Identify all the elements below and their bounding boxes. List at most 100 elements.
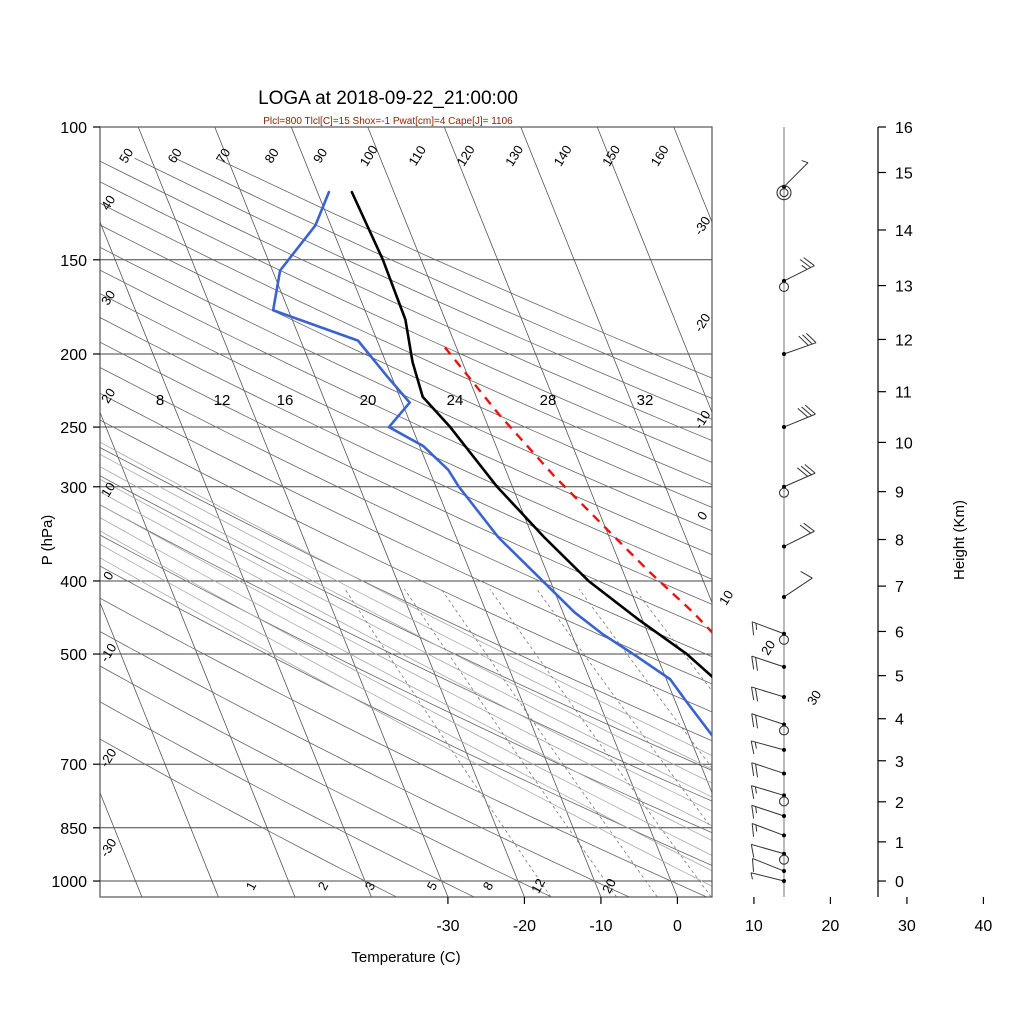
dry-adiabat — [100, 504, 712, 802]
dry-adiabat-label-top: 160 — [648, 142, 672, 168]
moist-adiabat-label: 32 — [637, 392, 654, 409]
wind-barb — [751, 857, 786, 874]
dry-adiabat-label-top: 90 — [310, 146, 330, 166]
pressure-tick-label: 150 — [60, 253, 87, 270]
dry-adiabat — [100, 565, 712, 866]
wind-barb — [778, 464, 816, 498]
grid-layer — [0, 127, 1024, 897]
dry-adiabat — [100, 181, 712, 463]
isotherm — [596, 127, 712, 414]
isotherm — [443, 127, 712, 794]
dry-adiabat — [100, 447, 712, 742]
wind-barb — [750, 872, 786, 884]
wind-barb — [751, 762, 786, 778]
wind-barb — [782, 332, 817, 356]
wind-ring — [776, 185, 792, 201]
mixing-ratio-line — [489, 588, 712, 897]
chart-title: LOGA at 2018-09-22_21:00:00 — [258, 88, 518, 109]
isotherm-label-right: 30 — [804, 688, 824, 708]
wind-barb — [782, 570, 813, 599]
moist-adiabat — [100, 453, 712, 770]
dry-adiabat — [100, 317, 712, 605]
pressure-tick-label: 300 — [60, 480, 87, 497]
height-tick-label: 4 — [895, 712, 904, 729]
mixing-ratio-line — [440, 588, 658, 897]
height-tick-label: 13 — [895, 279, 913, 296]
moist-adiabat-label: 16 — [277, 392, 294, 409]
x-axis-label: Temperature (C) — [351, 949, 460, 966]
isotherm — [367, 127, 678, 897]
dry-adiabat-label-top: 110 — [405, 143, 429, 169]
height-tick-label: 6 — [895, 624, 904, 641]
dry-adiabat-label-top: 50 — [116, 146, 136, 166]
mixing-ratio-label: 12 — [528, 876, 548, 896]
height-tick-label: 1 — [895, 835, 904, 852]
wind-barb — [751, 804, 786, 819]
pressure-tick-label: 200 — [60, 347, 87, 364]
wind-barb — [751, 655, 786, 671]
pressure-tick-label: 400 — [60, 574, 87, 591]
wind-barb — [750, 740, 786, 755]
moist-adiabat-label: 20 — [360, 392, 377, 409]
isotherm-label-right: -20 — [691, 311, 714, 335]
chart-subtitle: Plcl=800 Tlcl[C]=15 Shox=-1 Pwat[cm]=4 C… — [263, 116, 513, 127]
dry-adiabat — [100, 701, 475, 897]
dry-adiabat — [100, 269, 712, 556]
dry-adiabat — [215, 157, 712, 379]
dry-adiabat-label-top: 80 — [261, 146, 281, 166]
pressure-tick-label: 250 — [60, 420, 87, 437]
wind-barb — [782, 160, 809, 189]
plot-frame — [99, 126, 713, 898]
dry-adiabat — [100, 475, 712, 771]
mixing-ratio-line — [634, 588, 712, 692]
moist-adiabat — [100, 491, 712, 812]
height-tick-label: 14 — [895, 223, 913, 240]
isotherm — [750, 127, 1024, 897]
height-tick-label: 0 — [895, 874, 904, 891]
isotherm — [137, 127, 449, 897]
isotherm — [100, 601, 219, 897]
dry-adiabat — [100, 419, 712, 713]
height-tick-label: 5 — [895, 669, 904, 686]
moist-adiabat — [100, 478, 712, 798]
moist-adiabat-label: 28 — [540, 392, 557, 409]
y2-axis-label: Height (Km) — [951, 500, 968, 580]
wind-barb — [750, 843, 790, 865]
dry-adiabat — [100, 597, 707, 897]
isotherm — [0, 127, 65, 897]
dry-adiabat-label-left: 10 — [98, 480, 118, 500]
wind-barb — [782, 404, 816, 430]
temperature-tick-label: 40 — [975, 918, 993, 935]
height-tick-label: 3 — [895, 754, 904, 771]
temperature-tick-label: 10 — [745, 918, 763, 935]
wind-barb — [782, 522, 815, 549]
dry-adiabat — [134, 157, 712, 420]
dry-adiabat-label-top: 100 — [357, 142, 381, 168]
mixing-ratio-label: 20 — [599, 876, 619, 896]
temperature-profile-line — [350, 190, 712, 679]
height-tick-label: 11 — [895, 385, 912, 402]
height-tick-label: 9 — [895, 485, 904, 502]
dry-adiabat-label-top: 60 — [164, 146, 184, 166]
temperature-tick-label: 20 — [822, 918, 840, 935]
wind-barb — [750, 785, 790, 807]
temperature-tick-label: -20 — [513, 918, 536, 935]
temperature-tick-label: 0 — [673, 918, 682, 935]
dry-adiabat-label-left: 20 — [98, 386, 118, 406]
moist-adiabat — [100, 504, 712, 827]
temperature-tick-label: 30 — [898, 918, 916, 935]
isotherm — [100, 791, 143, 897]
dewpoint-profile-line — [271, 190, 712, 738]
isotherm-label-right: 0 — [694, 509, 711, 523]
height-tick-label: 16 — [895, 120, 913, 137]
pressure-tick-label: 850 — [60, 821, 87, 838]
height-tick-label: 7 — [895, 579, 904, 596]
wind-barb — [778, 257, 815, 292]
moist-adiabat — [100, 557, 712, 887]
moist-adiabat-label: 8 — [156, 392, 164, 409]
isotherm — [673, 127, 712, 224]
moist-adiabat — [100, 441, 712, 757]
isotherm — [100, 411, 296, 897]
